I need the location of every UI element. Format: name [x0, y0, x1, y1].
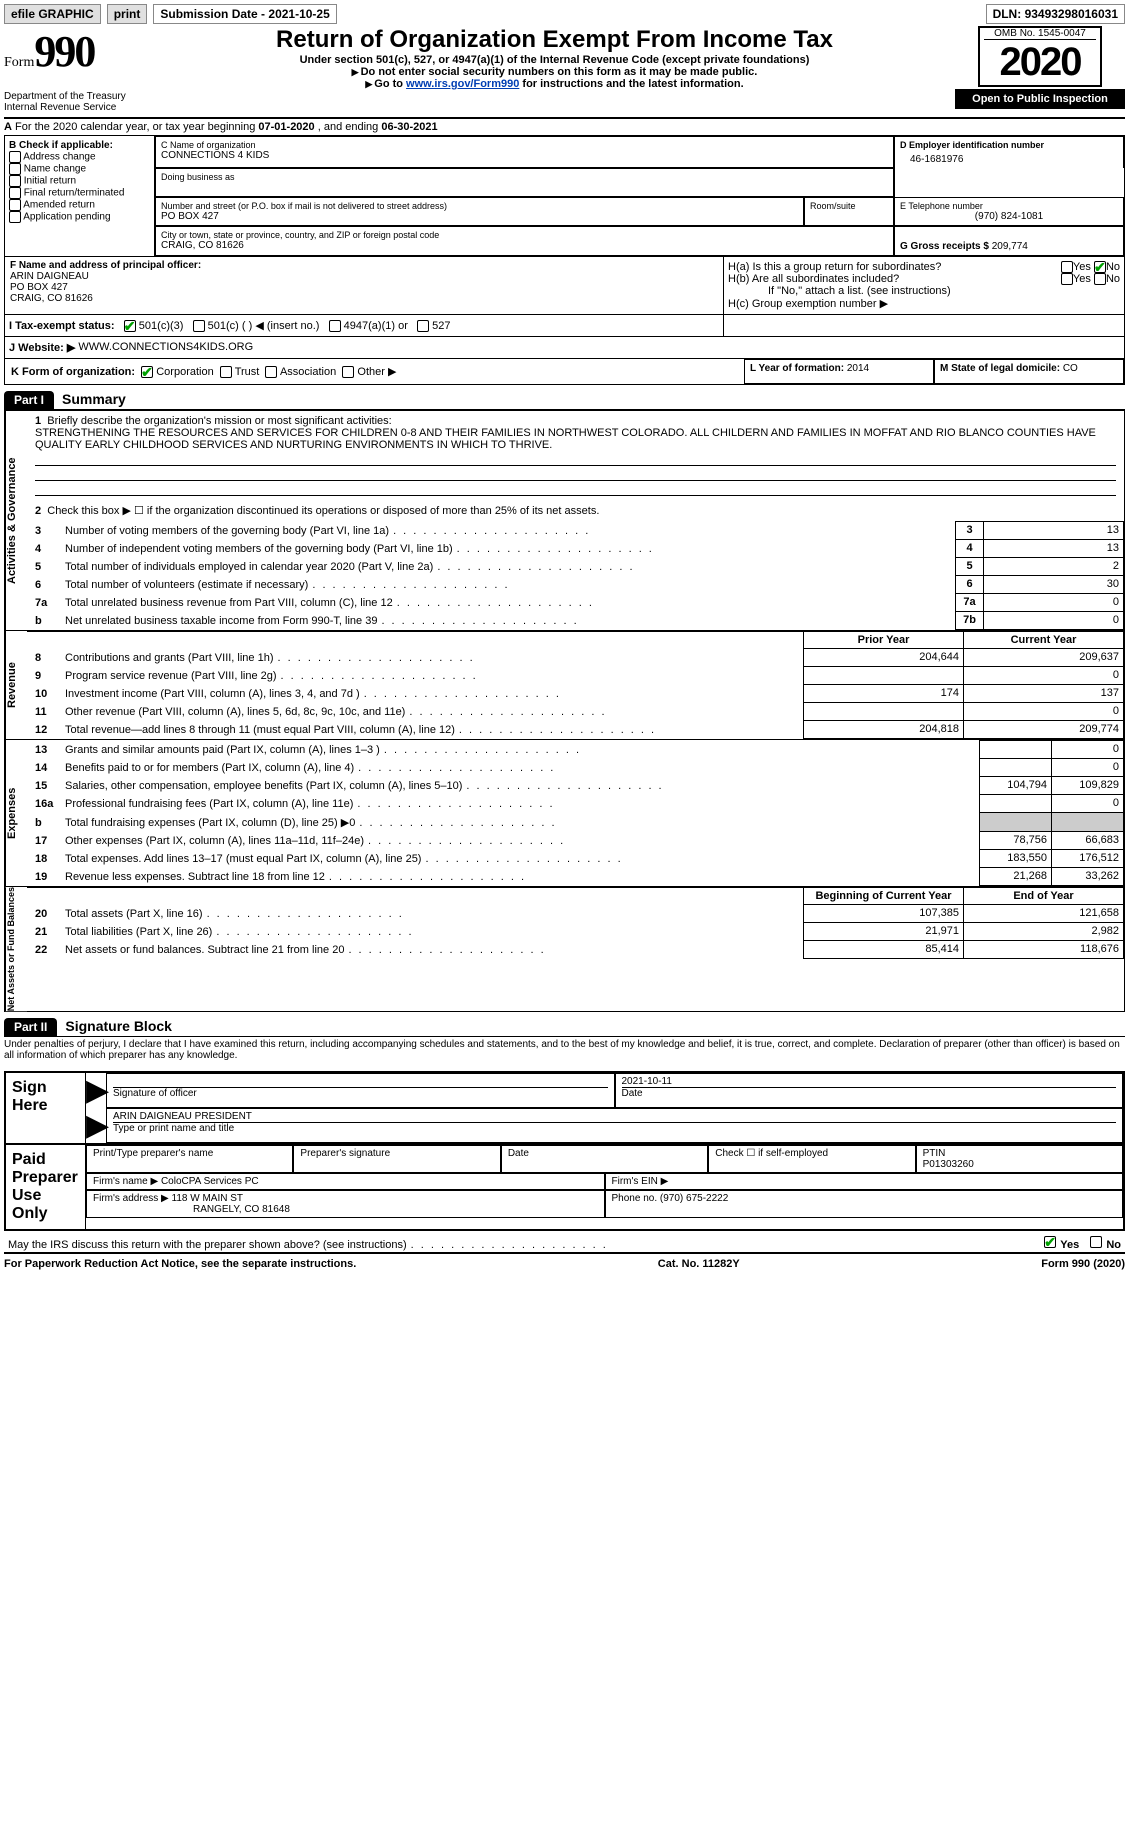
tax-exempt-status: I Tax-exempt status: 501(c)(3) 501(c) ( … [5, 315, 724, 336]
submission-date: Submission Date - 2021-10-25 [153, 4, 336, 24]
form-subtitle-3: Go to www.irs.gov/Form990 for instructio… [154, 78, 955, 90]
expenses-table: 13Grants and similar amounts paid (Part … [27, 740, 1124, 886]
part-ii-label: Part II [4, 1018, 57, 1036]
irs-link[interactable]: www.irs.gov/Form990 [406, 78, 519, 90]
tax-year: 2020 [984, 40, 1096, 85]
year-box: OMB No. 1545-0047 2020 [978, 26, 1102, 87]
preparer-signature: Preparer's signature [293, 1145, 500, 1173]
officer-signature: Signature of officer [106, 1073, 615, 1108]
mission-block: 1 Briefly describe the organization's mi… [27, 411, 1124, 500]
form-subtitle-1: Under section 501(c), 527, or 4947(a)(1)… [154, 54, 955, 66]
self-employed: Check ☐ if self-employed [708, 1145, 915, 1173]
check-501c[interactable] [193, 320, 205, 332]
check-amended[interactable] [9, 199, 21, 211]
firm-name: Firm's name ▶ ColoCPA Services PC [86, 1173, 605, 1190]
org-name-cell: C Name of organization CONNECTIONS 4 KID… [155, 136, 894, 168]
check-assoc[interactable] [265, 366, 277, 378]
check-initial-return[interactable] [9, 175, 21, 187]
form-of-org: K Form of organization: Corporation Trus… [5, 359, 744, 384]
irs-discuss: May the IRS discuss this return with the… [4, 1235, 1125, 1252]
signature-block: Sign Here ▶ Signature of officer 2021-10… [4, 1071, 1125, 1231]
preparer-name: Print/Type preparer's name [86, 1145, 293, 1173]
side-expenses: Expenses [5, 740, 27, 886]
section-h: H(a) Is this a group return for subordin… [724, 257, 1124, 314]
form-title: Return of Organization Exempt From Incom… [154, 26, 955, 54]
irs-label: Internal Revenue Service [4, 102, 154, 113]
part-i-label: Part I [4, 391, 54, 409]
print-button[interactable]: print [107, 4, 148, 24]
hb-yes[interactable] [1061, 273, 1073, 285]
check-corp[interactable] [141, 366, 153, 378]
sign-arrow-icon: ▶ [86, 1073, 106, 1108]
ha-yes[interactable] [1061, 261, 1073, 273]
check-name-change[interactable] [9, 163, 21, 175]
department-label: Department of the Treasury [4, 91, 154, 102]
preparer-date: Date [501, 1145, 708, 1173]
principal-officer: F Name and address of principal officer:… [5, 257, 724, 314]
revenue-table: Prior YearCurrent Year8Contributions and… [27, 631, 1124, 739]
side-activities: Activities & Governance [5, 411, 27, 630]
state-domicile: M State of legal domicile: CO [934, 359, 1124, 384]
form-subtitle-2: Do not enter social security numbers on … [154, 66, 955, 78]
discuss-yes[interactable] [1044, 1236, 1056, 1248]
year-formation: L Year of formation: 2014 [744, 359, 934, 384]
ein-cell: D Employer identification number 46-1681… [894, 136, 1124, 168]
check-4947[interactable] [329, 320, 341, 332]
firm-phone: Phone no. (970) 675-2222 [605, 1190, 1124, 1218]
governance-table: 3Number of voting members of the governi… [27, 521, 1124, 630]
sign-arrow-icon-2: ▶ [86, 1108, 106, 1143]
line-2: 2 Check this box ▶ ☐ if the organization… [27, 500, 1124, 521]
open-to-public: Open to Public Inspection [955, 89, 1125, 109]
dln-field: DLN: 93493298016031 [986, 4, 1125, 24]
section-b: B Check if applicable: Address change Na… [5, 136, 155, 256]
check-address-change[interactable] [9, 151, 21, 163]
paid-preparer-label: Paid Preparer Use Only [6, 1145, 86, 1229]
check-527[interactable] [417, 320, 429, 332]
check-final-return[interactable] [9, 187, 21, 199]
declaration: Under penalties of perjury, I declare th… [4, 1037, 1125, 1063]
omb-number: OMB No. 1545-0047 [984, 28, 1096, 40]
check-trust[interactable] [220, 366, 232, 378]
ha-no[interactable] [1094, 261, 1106, 273]
dba-cell: Doing business as [155, 168, 894, 197]
officer-name: ARIN DAIGNEAU PRESIDENTType or print nam… [106, 1108, 1123, 1143]
form-header: Form990 Department of the Treasury Inter… [4, 26, 1125, 119]
part-ii-title: Signature Block [57, 1016, 180, 1036]
side-netassets: Net Assets or Fund Balances [5, 887, 27, 1011]
firm-ein: Firm's EIN ▶ [605, 1173, 1124, 1190]
side-revenue: Revenue [5, 631, 27, 739]
check-501c3[interactable] [124, 320, 136, 332]
address-cell: Number and street (or P.O. box if mail i… [155, 197, 804, 226]
phone-cell: E Telephone number (970) 824-1081 [894, 197, 1124, 226]
hb-no[interactable] [1094, 273, 1106, 285]
form-990-logo: Form990 [4, 26, 154, 77]
efile-graphic-button[interactable]: efile GRAPHIC [4, 4, 101, 24]
check-other[interactable] [342, 366, 354, 378]
discuss-no[interactable] [1090, 1236, 1102, 1248]
room-cell: Room/suite [804, 197, 894, 226]
top-bar: efile GRAPHIC print Submission Date - 20… [4, 4, 1125, 24]
signature-date: 2021-10-11Date [615, 1073, 1124, 1108]
check-app-pending[interactable] [9, 211, 21, 223]
footer: For Paperwork Reduction Act Notice, see … [4, 1258, 1125, 1270]
city-cell: City or town, state or province, country… [155, 226, 894, 256]
sign-here-label: Sign Here [6, 1073, 86, 1143]
netassets-table: Beginning of Current YearEnd of Year20To… [27, 887, 1124, 959]
website-line: J Website: ▶ WWW.CONNECTIONS4KIDS.ORG [4, 337, 1125, 359]
firm-address: Firm's address ▶ 118 W MAIN STRANGELY, C… [86, 1190, 605, 1218]
part-i-title: Summary [54, 389, 134, 409]
gross-receipts: G Gross receipts $ 209,774 [894, 226, 1124, 256]
ptin: PTINP01303260 [916, 1145, 1123, 1173]
line-a: A For the 2020 calendar year, or tax yea… [4, 119, 1125, 135]
